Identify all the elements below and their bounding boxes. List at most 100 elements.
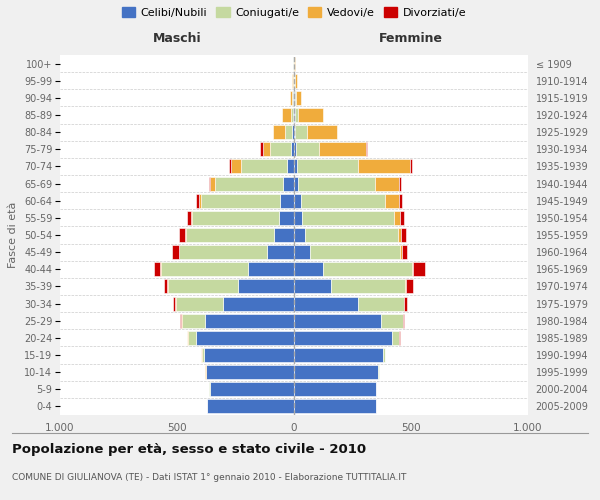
Bar [296, 142, 319, 156]
Bar [206, 365, 294, 379]
Text: Femmine: Femmine [379, 32, 443, 44]
Bar [294, 91, 295, 105]
Bar [401, 245, 407, 259]
Bar [404, 296, 407, 310]
Bar [294, 245, 310, 259]
Bar [173, 296, 175, 310]
Bar [392, 331, 399, 345]
Bar [269, 142, 291, 156]
Bar [196, 331, 294, 345]
Bar [293, 91, 294, 105]
Bar [292, 125, 294, 139]
Bar [294, 228, 305, 242]
Bar [287, 160, 294, 173]
Bar [215, 176, 283, 190]
Bar [231, 160, 241, 173]
Bar [302, 211, 394, 225]
Bar [180, 314, 181, 328]
Bar [401, 228, 406, 242]
Bar [293, 108, 294, 122]
Bar [280, 211, 294, 225]
Bar [406, 280, 413, 293]
Bar [294, 194, 301, 207]
Bar [358, 160, 410, 173]
Bar [209, 176, 210, 190]
Bar [161, 262, 248, 276]
Bar [210, 176, 215, 190]
Bar [201, 194, 280, 207]
Bar [291, 108, 293, 122]
Bar [296, 91, 301, 105]
Bar [281, 108, 291, 122]
Bar [383, 348, 385, 362]
Y-axis label: Fasce di età: Fasce di età [8, 202, 19, 268]
Bar [294, 176, 298, 190]
Bar [295, 91, 296, 105]
Bar [319, 142, 366, 156]
Bar [298, 108, 323, 122]
Bar [291, 142, 294, 156]
Bar [294, 348, 383, 362]
Bar [400, 245, 401, 259]
Bar [167, 280, 238, 293]
Bar [274, 228, 294, 242]
Bar [294, 211, 302, 225]
Bar [323, 262, 412, 276]
Text: COMUNE DI GIULIANOVA (TE) - Dati ISTAT 1° gennaio 2010 - Elaborazione TUTTITALIA: COMUNE DI GIULIANOVA (TE) - Dati ISTAT 1… [12, 472, 406, 482]
Bar [398, 228, 401, 242]
Bar [294, 280, 331, 293]
Bar [280, 194, 294, 207]
Bar [410, 160, 412, 173]
Bar [378, 365, 379, 379]
Bar [205, 314, 294, 328]
Bar [294, 125, 295, 139]
Bar [294, 331, 392, 345]
Bar [413, 262, 425, 276]
Bar [385, 194, 399, 207]
Bar [202, 348, 204, 362]
Bar [241, 160, 287, 173]
Bar [164, 280, 167, 293]
Y-axis label: Anni di nascita: Anni di nascita [598, 194, 600, 276]
Bar [199, 194, 201, 207]
Bar [179, 228, 185, 242]
Bar [394, 211, 400, 225]
Bar [176, 296, 223, 310]
Bar [412, 262, 413, 276]
Bar [399, 194, 403, 207]
Bar [191, 211, 192, 225]
Bar [172, 245, 179, 259]
Bar [292, 91, 293, 105]
Bar [310, 245, 400, 259]
Bar [187, 211, 191, 225]
Bar [248, 262, 294, 276]
Bar [229, 160, 231, 173]
Bar [294, 314, 380, 328]
Bar [305, 228, 398, 242]
Text: Popolazione per età, sesso e stato civile - 2010: Popolazione per età, sesso e stato civil… [12, 442, 366, 456]
Bar [294, 296, 358, 310]
Bar [403, 314, 404, 328]
Bar [185, 228, 187, 242]
Bar [294, 160, 297, 173]
Bar [366, 142, 367, 156]
Bar [196, 194, 199, 207]
Bar [376, 176, 399, 190]
Bar [260, 142, 263, 156]
Bar [294, 382, 376, 396]
Bar [192, 211, 280, 225]
Bar [292, 74, 293, 88]
Bar [298, 176, 376, 190]
Bar [187, 228, 274, 242]
Bar [263, 142, 269, 156]
Bar [182, 314, 205, 328]
Bar [188, 331, 196, 345]
Bar [283, 176, 294, 190]
Bar [301, 194, 385, 207]
Bar [331, 280, 405, 293]
Bar [238, 280, 294, 293]
Bar [208, 400, 294, 413]
Bar [267, 245, 294, 259]
Bar [179, 245, 267, 259]
Bar [400, 211, 404, 225]
